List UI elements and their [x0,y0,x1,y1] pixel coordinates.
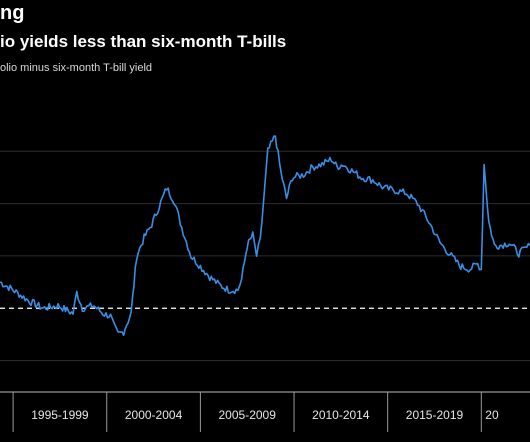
chart-title: ng [0,2,25,24]
x-tick-label: 2010-2014 [312,408,370,422]
grid [0,150,530,362]
chart-subtitle: io yields less than six-month T-bills [0,32,287,51]
chart-caption: olio minus six-month T-bill yield [0,62,153,74]
x-tick-label: 2015-2019 [406,408,464,422]
series-line [0,135,530,337]
x-tick-label: 2005-2009 [219,408,277,422]
x-axis: 1995-1999 2000-2004 2005-2009 2010-2014 2015… [12,392,499,432]
x-tick-label: 2000-2004 [125,408,183,422]
x-tick-label: 1995-1999 [31,408,89,422]
x-tick-label: 20 [485,408,499,422]
